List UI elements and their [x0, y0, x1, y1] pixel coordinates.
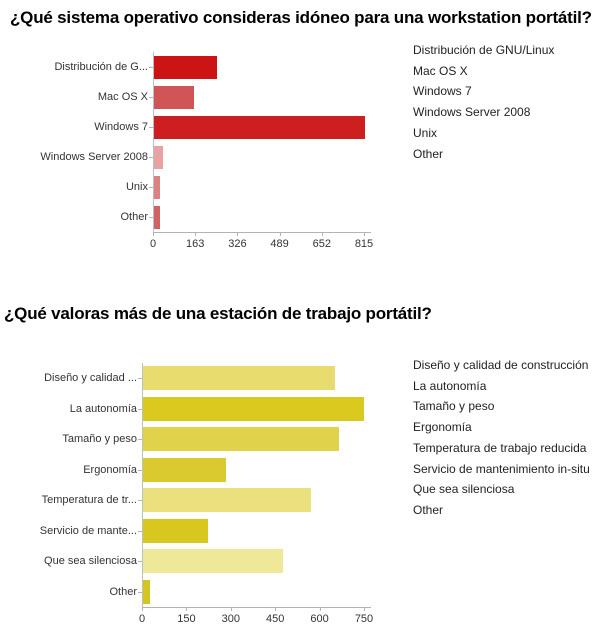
x-tick-label: 0	[149, 238, 157, 250]
category-label: La autonomía	[69, 402, 137, 415]
x-tick-label: 163	[186, 238, 205, 250]
x-tick-mark	[237, 232, 239, 236]
legend-item: Other	[413, 146, 444, 161]
bar	[154, 205, 160, 229]
category-tick-mark	[149, 187, 153, 188]
x-tick-label: 300	[221, 613, 240, 625]
legend-item: Tamaño y peso	[413, 399, 495, 414]
x-tick-label: 0	[138, 613, 146, 625]
category-tick-mark	[138, 530, 142, 532]
category-label: Other	[120, 211, 148, 223]
category-label: Servicio de mante...	[39, 524, 137, 537]
bar	[143, 366, 336, 391]
y-axis-line	[153, 52, 154, 232]
category-label: Windows 7	[94, 121, 148, 133]
x-tick-label: 450	[266, 613, 285, 625]
question-2-bar-chart: Diseño y calidad ... La autonomía Tamaño y…	[0, 363, 384, 631]
x-tick-label: 815	[354, 238, 374, 250]
x-tick-label: 489	[270, 238, 289, 250]
x-tick-mark	[321, 232, 323, 236]
x-tick-mark	[364, 232, 365, 236]
legend-item: Windows 7	[413, 84, 472, 99]
bar	[154, 55, 218, 79]
category-tick-mark	[138, 408, 142, 410]
x-tick-mark	[319, 607, 321, 611]
question-1-legend: Distribución de GNU/Linux Mac OS X Windows…	[413, 40, 554, 164]
category-label: Temperatura de tr...	[41, 494, 137, 506]
category-tick-mark	[149, 67, 153, 68]
legend-item: Distribución de GNU/Linux	[413, 43, 555, 57]
category-tick-mark	[149, 127, 153, 128]
x-tick-label: 652	[312, 238, 331, 250]
category-label: Que sea silenciosa	[44, 555, 137, 567]
question-2-legend: Diseño y calidad de construcción La auton…	[413, 355, 590, 521]
category-label: Windows Server 2008	[40, 151, 148, 163]
category-label: Other	[109, 585, 137, 598]
legend-item: Mac OS X	[413, 63, 468, 78]
bar	[154, 175, 160, 199]
category-label: Diseño y calidad ...	[44, 372, 137, 384]
legend-item: Temperatura de trabajo reducida	[413, 440, 587, 455]
bar	[154, 85, 195, 109]
category-label: Unix	[125, 181, 148, 193]
question-1-title: ¿Qué sistema operativo consideras idóneo…	[10, 8, 592, 27]
x-tick-mark	[153, 232, 154, 236]
x-tick-label: 150	[177, 613, 196, 625]
x-tick-mark	[195, 232, 197, 236]
category-label: Ergonomía	[83, 463, 137, 476]
bar	[143, 579, 150, 604]
category-tick-mark	[138, 469, 142, 471]
category-tick-mark	[149, 217, 153, 218]
category-tick-mark	[138, 439, 142, 441]
bar	[143, 488, 311, 513]
bar	[143, 549, 284, 574]
category-label: Distribución de G...	[54, 61, 148, 73]
bar	[154, 115, 365, 139]
category-tick-mark	[138, 378, 142, 380]
y-axis-line	[142, 363, 143, 607]
legend-item: Ergonomía	[413, 420, 472, 435]
x-tick-label: 326	[228, 238, 247, 250]
bar	[143, 427, 340, 452]
x-axis-line	[142, 607, 371, 608]
legend-item: Other	[413, 502, 444, 517]
legend-item: Servicio de mantenimiento in-situ	[413, 461, 590, 476]
legend-item: Windows Server 2008	[413, 105, 531, 120]
legend-item: Unix	[413, 125, 438, 140]
category-tick-mark	[138, 500, 142, 502]
bar	[154, 145, 163, 169]
x-tick-mark	[230, 607, 232, 611]
x-tick-mark	[279, 232, 281, 236]
category-tick-mark	[149, 97, 153, 98]
category-label: Mac OS X	[97, 91, 148, 103]
question-1-bar-chart: Distribución de G... Mac OS X Windows 7 Win…	[0, 52, 384, 256]
x-axis-line	[153, 232, 371, 233]
x-tick-label: 600	[310, 613, 329, 625]
category-tick-mark	[149, 157, 153, 158]
x-tick-label: 750	[354, 613, 374, 625]
x-tick-mark	[142, 607, 143, 611]
question-2-title: ¿Qué valoras más de una estación de trab…	[4, 304, 432, 323]
legend-item: Diseño y calidad de construcción	[413, 358, 589, 372]
category-tick-mark	[138, 591, 142, 593]
category-label: Tamaño y peso	[62, 433, 137, 445]
x-tick-mark	[364, 607, 365, 611]
x-tick-mark	[275, 607, 277, 611]
legend-item: La autonomía	[413, 378, 487, 393]
bar	[143, 457, 226, 482]
bar	[143, 518, 208, 543]
legend-item: Que sea silenciosa	[413, 482, 515, 497]
bar	[143, 396, 364, 421]
x-tick-mark	[186, 607, 188, 611]
category-tick-mark	[138, 561, 142, 563]
